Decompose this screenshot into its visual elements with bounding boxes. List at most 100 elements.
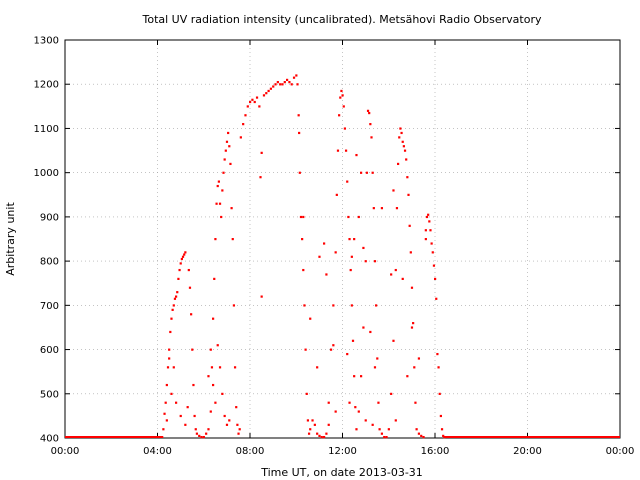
data-point [173, 297, 177, 300]
data-point [191, 348, 194, 351]
data-point [413, 366, 416, 369]
data-point [342, 105, 345, 108]
data-point [349, 268, 352, 272]
data-point [380, 432, 384, 435]
data-point [215, 202, 218, 205]
data-point [424, 238, 427, 241]
data-point [362, 246, 365, 250]
data-point [218, 202, 222, 205]
data-point [375, 304, 378, 307]
y-tick-label: 1200 [34, 80, 59, 91]
data-point [366, 109, 370, 112]
data-point [259, 176, 262, 179]
data-point [286, 78, 289, 81]
data-point [364, 419, 367, 422]
data-point [338, 114, 341, 117]
data-point [235, 406, 238, 409]
data-point [354, 406, 357, 409]
data-point [262, 94, 266, 97]
data-point [415, 428, 418, 431]
data-point [194, 428, 197, 431]
data-point [318, 255, 321, 258]
data-point [228, 145, 231, 148]
data-point [439, 414, 442, 418]
data-point [400, 131, 403, 135]
data-point [365, 171, 368, 174]
data-point [435, 297, 438, 300]
data-point [406, 176, 409, 179]
data-point [357, 410, 360, 413]
data-point [311, 419, 314, 422]
data-point [217, 180, 220, 183]
data-point [334, 251, 337, 254]
data-point [175, 295, 178, 298]
plot-frame [64, 39, 621, 439]
data-point [405, 158, 408, 161]
data-point [390, 392, 393, 395]
data-point [428, 220, 431, 223]
data-point [410, 286, 414, 289]
data-point [401, 140, 404, 143]
data-point [329, 348, 333, 351]
data-point [184, 251, 187, 254]
data-point [336, 149, 340, 152]
data-point [279, 83, 282, 86]
data-point [307, 432, 311, 435]
data-point [170, 317, 173, 320]
data-point [424, 229, 427, 232]
data-point [237, 432, 240, 435]
data-point [198, 434, 201, 437]
data-point [442, 434, 445, 437]
data-point [380, 207, 384, 210]
data-point [190, 313, 193, 316]
data-point [292, 76, 296, 79]
data-point [302, 215, 305, 219]
chart-title: Total UV radiation intensity (uncalibrat… [142, 13, 542, 26]
data-point [205, 432, 208, 435]
data-point [298, 131, 301, 135]
data-point [362, 326, 365, 329]
y-tick-label: 1100 [34, 124, 59, 135]
data-point [438, 392, 441, 395]
data-point [170, 392, 173, 395]
data-point [184, 423, 187, 426]
data-point [188, 286, 192, 289]
data-point [177, 277, 180, 280]
data-point [171, 308, 174, 311]
data-point [163, 412, 166, 415]
data-points [65, 74, 620, 439]
data-point [298, 171, 301, 174]
data-point [398, 136, 401, 139]
data-point [403, 149, 407, 152]
data-point [272, 85, 275, 88]
data-point [169, 330, 172, 334]
data-point [408, 224, 411, 227]
data-point [297, 114, 300, 117]
data-point [236, 423, 239, 426]
data-point [207, 375, 210, 378]
data-point [195, 432, 199, 435]
data-point [269, 87, 273, 90]
data-point [183, 253, 186, 256]
y-tick-label: 400 [40, 434, 59, 445]
data-point [231, 238, 234, 241]
data-point [238, 428, 241, 431]
data-point [210, 366, 214, 369]
data-point [253, 100, 256, 104]
data-point [373, 366, 377, 369]
data-point [249, 100, 252, 104]
data-point [397, 162, 400, 166]
data-point [417, 432, 421, 435]
data-point [212, 317, 215, 320]
data-point [372, 207, 375, 210]
data-point [172, 304, 175, 307]
data-point [394, 268, 397, 272]
data-point [207, 428, 210, 431]
data-point [306, 419, 310, 422]
data-point [304, 348, 307, 351]
data-point [309, 317, 312, 320]
data-point [412, 322, 415, 325]
data-point [437, 366, 440, 369]
data-point [301, 238, 304, 241]
